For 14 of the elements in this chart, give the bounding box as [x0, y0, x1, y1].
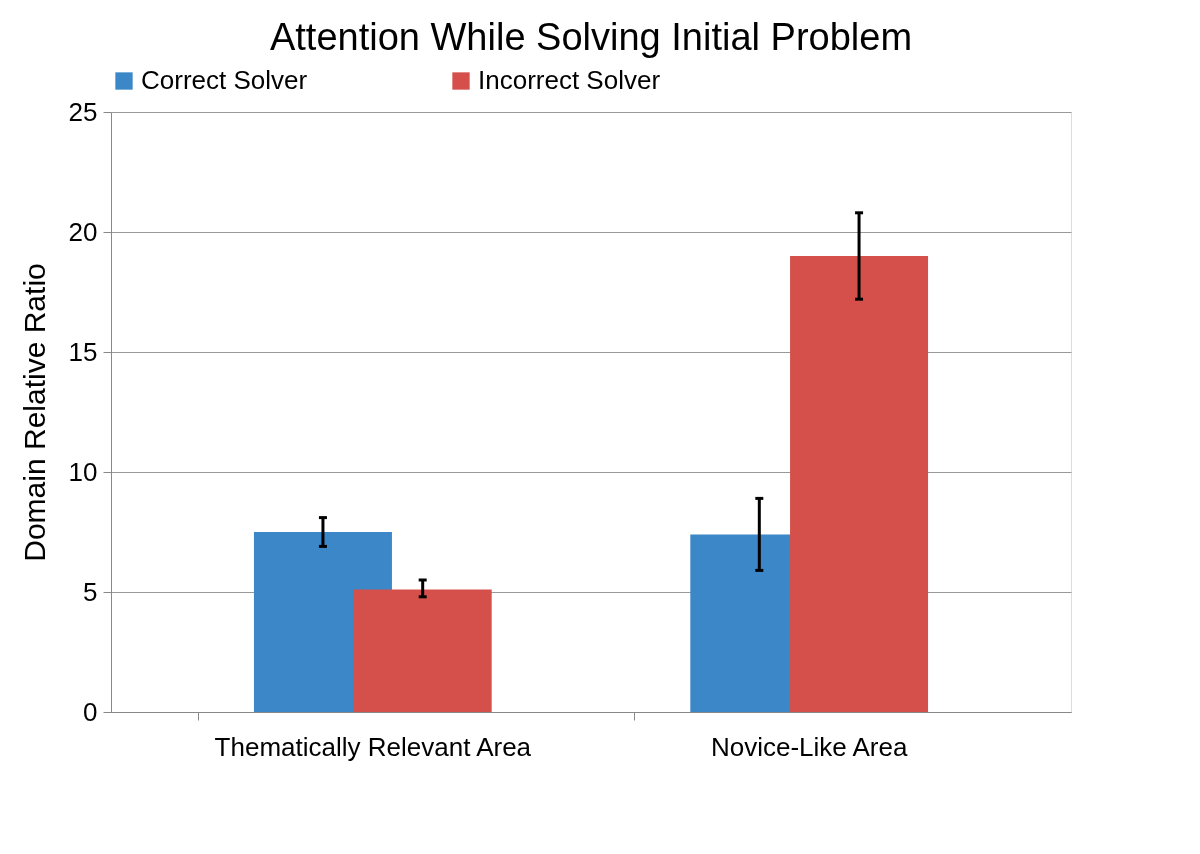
y-tick-label: 15	[68, 336, 98, 367]
y-tick-label: 5	[83, 576, 98, 607]
chart-title: Attention While Solving Initial Problem	[269, 16, 913, 58]
y-tick-label: 25	[68, 96, 98, 127]
x-tick-label: Novice-Like Area	[710, 731, 908, 762]
bar	[353, 589, 492, 712]
y-tick-label: 0	[83, 696, 98, 727]
legend-label: Correct Solver	[141, 65, 308, 95]
y-tick-label: 20	[68, 216, 98, 247]
x-tick-label: Thematically Relevant Area	[214, 731, 532, 762]
y-axis-title: Domain Relative Ratio	[17, 263, 51, 562]
legend-label: Incorrect Solver	[478, 65, 661, 95]
y-tick-label: 10	[68, 456, 98, 487]
bar	[790, 256, 929, 712]
